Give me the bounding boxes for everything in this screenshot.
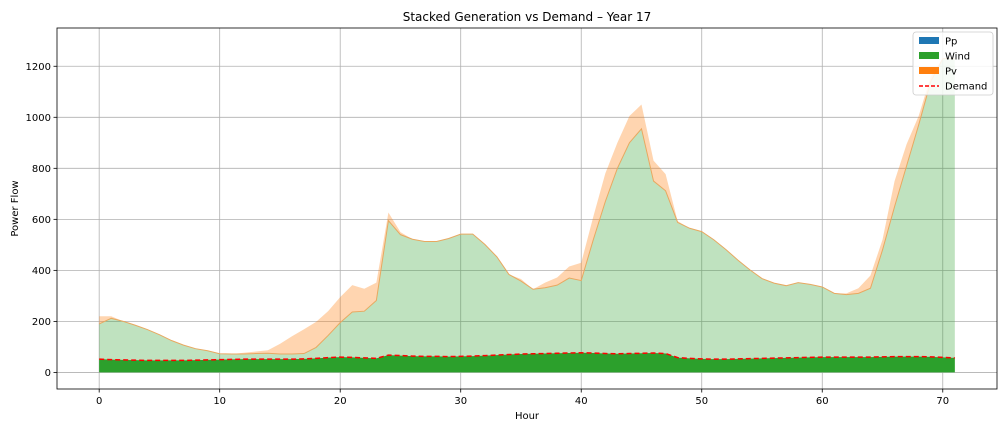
y-axis-title: Power Flow bbox=[10, 180, 21, 236]
wind-area bbox=[99, 58, 955, 373]
y-tick-label: 400 bbox=[32, 266, 51, 277]
x-tick-label: 20 bbox=[334, 396, 347, 407]
legend-label-pv: Pv bbox=[945, 67, 957, 78]
y-tick-label: 600 bbox=[32, 215, 51, 226]
legend: Pp Wind Pv Demand bbox=[912, 31, 994, 96]
y-tick-label: 200 bbox=[32, 317, 51, 328]
y-tick-label: 1200 bbox=[26, 62, 51, 73]
wind-demand-served-area bbox=[99, 352, 955, 373]
grid-lines bbox=[57, 28, 997, 389]
y-tick-label: 800 bbox=[32, 164, 51, 175]
axis-ticks: 0 10 20 30 40 50 60 70 0 200 400 600 800 1000 1200 bbox=[26, 62, 950, 407]
x-tick-label: 40 bbox=[575, 396, 588, 407]
legend-label-demand: Demand bbox=[945, 82, 987, 93]
legend-swatch-pp bbox=[919, 37, 939, 44]
legend-label-wind: Wind bbox=[945, 52, 970, 63]
demand-line-group bbox=[99, 352, 955, 362]
legend-swatch-wind bbox=[919, 52, 939, 59]
plot-frame bbox=[56, 27, 998, 390]
wind-top-edge bbox=[98, 58, 955, 355]
area-series-group bbox=[98, 58, 955, 373]
chart-title: Stacked Generation vs Demand – Year 17 bbox=[403, 10, 652, 24]
x-axis-title: Hour bbox=[515, 411, 540, 422]
x-tick-label: 70 bbox=[936, 396, 949, 407]
x-tick-label: 60 bbox=[816, 396, 829, 407]
x-tick-label: 30 bbox=[454, 396, 467, 407]
legend-box bbox=[912, 31, 994, 96]
y-tick-label: 0 bbox=[45, 368, 51, 379]
x-tick-label: 10 bbox=[213, 396, 226, 407]
x-tick-label: 50 bbox=[695, 396, 708, 407]
legend-label-pp: Pp bbox=[945, 37, 957, 48]
x-tick-label: 0 bbox=[96, 396, 102, 407]
y-tick-label: 1000 bbox=[26, 113, 51, 124]
legend-swatch-pv bbox=[919, 67, 939, 74]
demand-line bbox=[99, 352, 955, 362]
